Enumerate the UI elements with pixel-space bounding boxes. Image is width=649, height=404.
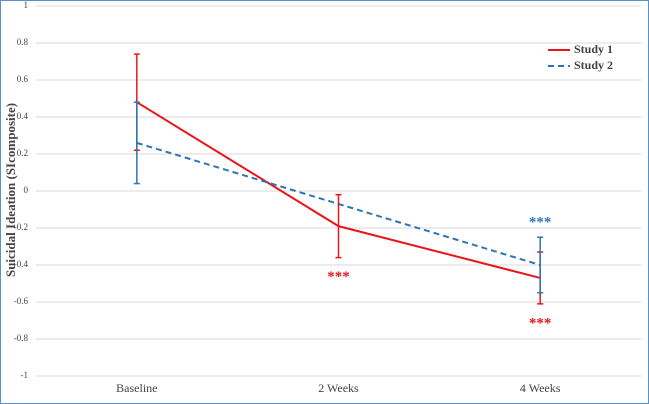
significance-label: ***: [529, 315, 552, 331]
legend-label: Study 1: [574, 42, 613, 56]
y-tick-label: -0.8: [14, 333, 29, 343]
y-tick-label: -0.2: [14, 222, 28, 232]
legend-label: Study 2: [574, 58, 613, 72]
y-tick-label: -1: [21, 370, 29, 380]
y-tick-label: 0: [24, 185, 29, 195]
x-tick-label: Baseline: [116, 381, 157, 395]
y-axis-label: Suicidal Ideation (SIcomposite): [3, 103, 18, 277]
significance-label: ***: [327, 269, 350, 285]
y-tick-label: -0.6: [14, 296, 29, 306]
y-tick-label: 0.2: [17, 148, 28, 158]
y-tick-label: 1: [24, 0, 29, 10]
y-tick-label: 0.6: [17, 74, 29, 84]
x-tick-label: 2 Weeks: [318, 381, 359, 395]
y-tick-label: -0.4: [14, 259, 29, 269]
significance-label: ***: [529, 215, 552, 231]
x-tick-label: 4 Weeks: [520, 381, 561, 395]
y-tick-label: 0.8: [17, 37, 29, 47]
y-tick-label: 0.4: [17, 111, 29, 121]
